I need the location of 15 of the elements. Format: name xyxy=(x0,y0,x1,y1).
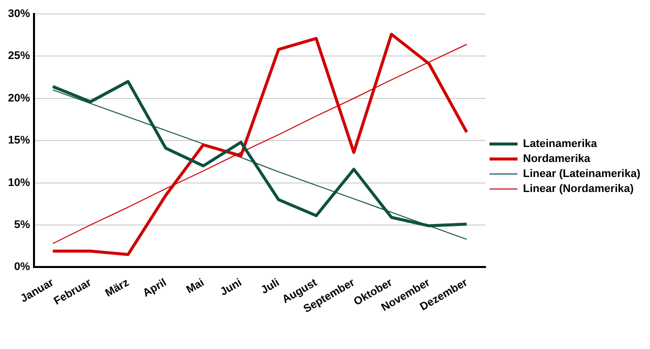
legend-label: Nordamerika xyxy=(523,153,592,166)
legend-label: Linear (Lateinamerika) xyxy=(523,168,641,180)
y-tick-label: 20% xyxy=(8,92,30,104)
y-tick-label: 10% xyxy=(8,176,30,189)
legend-label: Linear (Nordamerika) xyxy=(523,183,634,196)
y-tick-label: 25% xyxy=(8,50,30,62)
y-tick-label: 30% xyxy=(8,8,30,20)
y-tick-label: 0% xyxy=(14,261,30,274)
x-tick-label: Juni xyxy=(218,276,244,298)
y-tick-label: 15% xyxy=(8,134,30,147)
legend-label: Lateinamerika xyxy=(523,138,598,150)
x-tick-label: Mai xyxy=(184,276,206,296)
y-tick-label: 5% xyxy=(14,218,30,231)
x-tick-label: März xyxy=(103,276,132,300)
x-tick-label: Juli xyxy=(259,276,282,297)
